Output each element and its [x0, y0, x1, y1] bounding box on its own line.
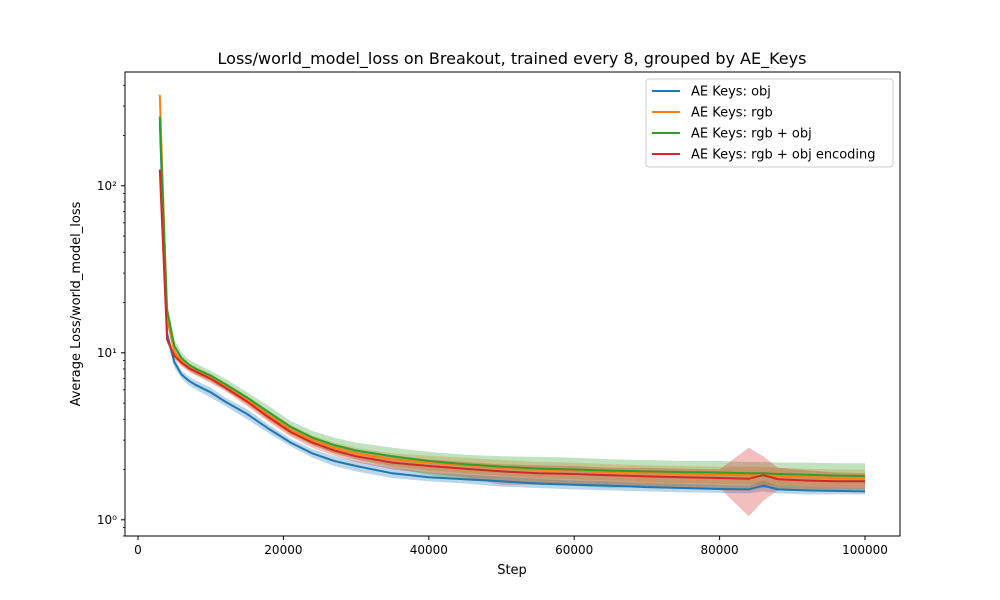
y-axis-label: Average Loss/world_model_loss: [69, 201, 84, 406]
line-series-3: [158, 169, 865, 483]
y-axis-ticks: 10⁰ 10¹ 10²: [97, 84, 125, 537]
legend: AE Keys: obj AE Keys: rgb AE Keys: rgb + o…: [645, 78, 894, 168]
x-axis-ticks: 0 20000 40000 60000 80000 100000: [134, 536, 888, 557]
x-tick-label: 80000: [701, 543, 739, 557]
x-tick-label: 60000: [555, 543, 593, 557]
confidence-bands: [159, 92, 866, 517]
x-tick-label: 40000: [410, 543, 448, 557]
band-series-3: [159, 166, 866, 517]
y-tick-label: 10¹: [97, 346, 117, 360]
legend-box: [645, 78, 894, 168]
x-tick-label: 20000: [264, 543, 302, 557]
legend-entry: AE Keys: obj: [691, 85, 771, 100]
y-tick-label: 10⁰: [97, 513, 117, 527]
series-lines: [158, 94, 866, 493]
y-tick-label: 10²: [97, 179, 117, 193]
x-tick-label: 0: [134, 543, 142, 557]
x-tick-label: 100000: [842, 543, 888, 557]
line-series-0: [158, 122, 866, 493]
plot-frame: [124, 71, 901, 537]
x-axis-label: Step: [497, 563, 527, 578]
line-series-2: [158, 116, 866, 477]
legend-entry: AE Keys: rgb: [691, 106, 773, 121]
chart-title: Loss/world_model_loss on Breakout, train…: [218, 49, 807, 69]
legend-entry: AE Keys: rgb + obj encoding: [691, 148, 876, 163]
legend-entry: AE Keys: rgb + obj: [691, 127, 812, 142]
